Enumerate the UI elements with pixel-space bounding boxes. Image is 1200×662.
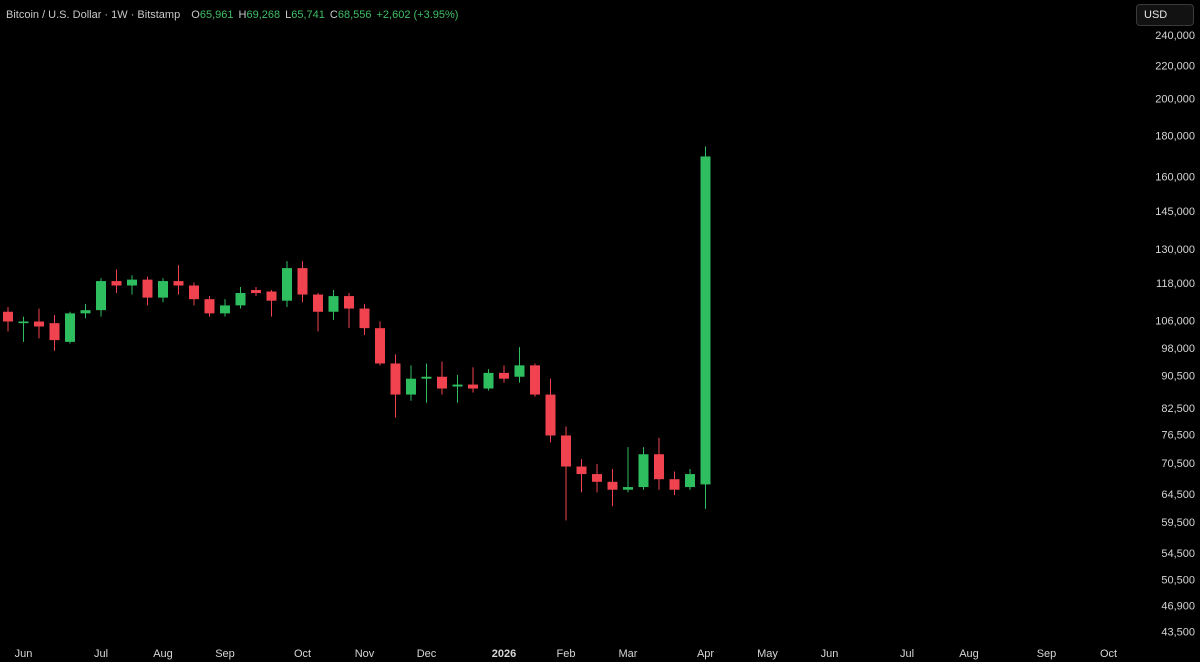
y-tick-label: 90,500 — [1161, 371, 1195, 383]
y-tick-label: 106,000 — [1155, 315, 1195, 327]
candle-body — [173, 281, 184, 286]
candle-body — [654, 454, 664, 480]
readout-label: H — [238, 9, 247, 21]
x-tick-label: Oct — [294, 648, 311, 660]
y-tick-label: 145,000 — [1155, 206, 1195, 218]
candle-body — [638, 454, 649, 488]
candle-body — [421, 376, 432, 379]
candle-body — [514, 365, 525, 377]
candle-body — [127, 279, 137, 286]
candle-body — [158, 281, 168, 298]
candle-body — [18, 321, 29, 324]
candle-body — [561, 435, 571, 467]
x-tick-label: Jul — [94, 648, 108, 660]
candle-body — [328, 296, 339, 312]
symbol-title: Bitcoin / U.S. Dollar · 1W · Bitstamp — [6, 9, 181, 21]
readout-label: C — [329, 9, 338, 21]
candle-body — [452, 384, 463, 387]
readout-label: O — [191, 9, 200, 21]
readout-label: L — [285, 9, 292, 21]
candle-body — [235, 293, 246, 306]
y-tick-label: 200,000 — [1155, 94, 1195, 106]
candle-body — [607, 481, 618, 490]
candle-body — [96, 281, 106, 311]
candle-body — [437, 376, 447, 389]
candle-body — [142, 279, 153, 298]
y-tick-label: 82,500 — [1161, 403, 1195, 415]
readout-value: 65,741 — [291, 9, 325, 21]
y-tick-label: 118,000 — [1156, 278, 1195, 290]
candle-body — [545, 394, 556, 436]
y-tick-label: 180,000 — [1155, 130, 1195, 142]
x-tick-label: Jul — [900, 648, 914, 660]
x-tick-label: Sep — [215, 648, 235, 660]
y-tick-label: 160,000 — [1155, 172, 1195, 184]
x-tick-label: Mar — [619, 648, 638, 660]
x-tick-label: Sep — [1037, 648, 1057, 660]
currency-button[interactable]: USD — [1136, 4, 1194, 26]
candle-body — [80, 310, 91, 314]
x-tick-label: May — [757, 648, 778, 660]
candle-body — [390, 363, 401, 395]
candle-body — [49, 323, 60, 341]
y-tick-label: 70,500 — [1161, 458, 1195, 470]
x-tick-label: Dec — [417, 648, 437, 660]
candle-body — [65, 313, 75, 342]
candle-body — [204, 299, 215, 314]
candle-body — [669, 479, 680, 490]
candle-body — [530, 365, 540, 395]
candle-body — [297, 268, 308, 295]
x-tick-label: Aug — [959, 648, 979, 660]
candle-body — [592, 474, 602, 482]
x-tick-label: 2026 — [492, 648, 516, 660]
x-tick-label: Jun — [821, 648, 839, 660]
symbol-header: Bitcoin / U.S. Dollar · 1W · Bitstamp O6… — [6, 9, 458, 21]
candle-body — [34, 321, 44, 327]
candle-body — [251, 289, 261, 294]
y-tick-label: 130,000 — [1155, 244, 1195, 256]
candle-body — [111, 281, 122, 286]
y-tick-label: 98,000 — [1161, 343, 1195, 355]
candle-body — [189, 285, 199, 300]
candle-body — [375, 328, 385, 364]
readout-value: 68,556 — [337, 9, 372, 21]
price-change: +2,602 (+3.95%) — [376, 9, 459, 21]
candle-body — [406, 378, 416, 395]
y-tick-label: 46,900 — [1161, 600, 1195, 612]
candle-body — [623, 487, 633, 490]
x-tick-label: Nov — [355, 648, 375, 660]
y-tick-label: 240,000 — [1155, 30, 1195, 42]
candle-body — [685, 474, 695, 488]
candle-body — [282, 268, 292, 301]
candle-body — [700, 156, 711, 485]
x-tick-label: Apr — [697, 648, 714, 660]
y-tick-label: 220,000 — [1155, 60, 1195, 72]
candle-body — [220, 305, 230, 314]
y-tick-label: 54,500 — [1161, 548, 1195, 560]
candle-body — [313, 294, 323, 312]
candle-body — [468, 384, 478, 389]
x-tick-label: Jun — [15, 648, 33, 660]
readout-value: 65,961 — [199, 9, 234, 21]
y-tick-label: 64,500 — [1161, 489, 1195, 501]
candle-body — [266, 291, 277, 301]
readout-value: 69,268 — [246, 9, 281, 21]
candle-body — [359, 308, 370, 329]
candle-body — [483, 372, 494, 389]
y-tick-label: 43,500 — [1161, 627, 1195, 639]
y-tick-label: 76,500 — [1161, 429, 1195, 441]
candle-body — [344, 296, 354, 309]
candle-body — [3, 311, 13, 322]
y-tick-label: 50,500 — [1161, 575, 1195, 587]
x-tick-label: Feb — [557, 648, 576, 660]
x-tick-label: Oct — [1100, 648, 1117, 660]
x-tick-label: Aug — [153, 648, 173, 660]
candle-body — [499, 372, 509, 379]
candle-body — [576, 466, 587, 475]
y-tick-label: 59,500 — [1161, 517, 1195, 529]
